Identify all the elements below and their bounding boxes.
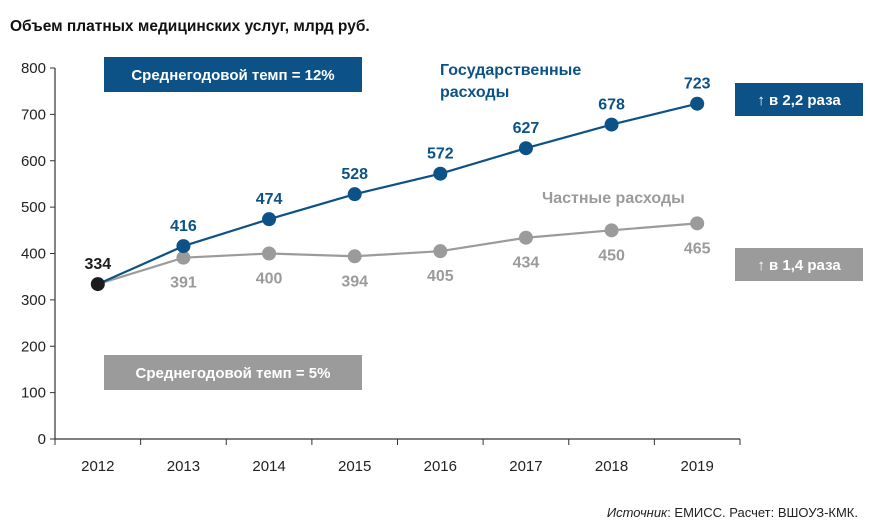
data-label: 391 [170,275,197,292]
state-growth-text: ↑ в 2,2 раза [757,92,841,109]
y-tick-label: 400 [21,246,46,263]
y-tick-label: 0 [38,431,46,448]
state-rate-text: Среднегодовой темп = 12% [131,67,334,84]
private-rate-text: Среднегодовой темп = 5% [136,365,331,382]
data-point [518,230,533,245]
data-point [604,223,619,238]
data-label: 400 [256,271,283,288]
data-label: 723 [684,76,711,93]
data-label: 416 [170,218,197,235]
x-tick-label: 2019 [681,458,714,475]
data-labels: 391 400 394 405 434 450 465 416 474 528 572 627 678 7… [84,76,710,292]
data-label: 474 [256,191,283,208]
data-label: 450 [598,247,625,264]
data-point [433,244,448,259]
data-label: 678 [598,97,625,114]
state-series-name-line2: расходы [440,84,509,101]
data-point [262,212,277,227]
private-growth-box [735,248,863,281]
data-point [347,249,362,264]
chart-title: Объем платных медицинских услуг, млрд ру… [10,18,370,35]
data-point [518,141,533,156]
x-axis-ticks: 2012 2013 2014 2015 2016 2017 2018 2019 [54,439,741,475]
state-rate-box [104,57,362,92]
data-point [690,216,705,231]
x-tick-label: 2017 [509,458,542,475]
source-prefix: Источник [607,505,668,520]
x-tick-label: 2014 [252,458,285,475]
x-tick-label: 2013 [167,458,200,475]
series-points [90,96,705,292]
series-lines [97,102,698,286]
data-point [90,277,105,292]
data-point [262,246,277,261]
data-label: 465 [684,240,711,257]
data-point [433,166,448,181]
data-label: 394 [341,273,368,290]
data-point [347,187,362,202]
data-label: 405 [427,268,454,285]
x-tick-label: 2016 [424,458,457,475]
x-tick-label: 2018 [595,458,628,475]
y-tick-label: 700 [21,106,46,123]
data-label: 627 [513,120,540,137]
state-growth-box [735,83,863,116]
x-tick-label: 2015 [338,458,371,475]
data-label: 572 [427,146,454,163]
private-series-name: Частные расходы [542,190,685,207]
y-tick-label: 500 [21,199,46,216]
series-line [97,222,698,286]
y-tick-label: 800 [21,60,46,77]
y-tick-label: 100 [21,385,46,402]
x-tick-label: 2012 [81,458,114,475]
data-point [176,250,191,265]
data-label: 434 [513,255,540,272]
data-point [690,96,705,111]
state-series-name-line1: Государственные [440,62,581,79]
data-label: 528 [341,166,368,183]
y-tick-label: 300 [21,292,46,309]
y-tick-label: 200 [21,338,46,355]
series-line [97,102,698,286]
private-rate-box [104,355,362,390]
source-note: Источник: ЕМИСС. Расчет: ВШОУЗ-КМК. [607,505,858,520]
private-growth-text: ↑ в 1,4 раза [757,257,841,274]
data-point [176,239,191,254]
source-text: : ЕМИСС. Расчет: ВШОУЗ-КМК. [667,505,858,520]
data-label: 334 [84,256,111,273]
y-tick-label: 600 [21,153,46,170]
data-point [604,117,619,132]
y-axis-ticks: 0 100 200 300 400 500 600 700 800 [21,60,55,448]
